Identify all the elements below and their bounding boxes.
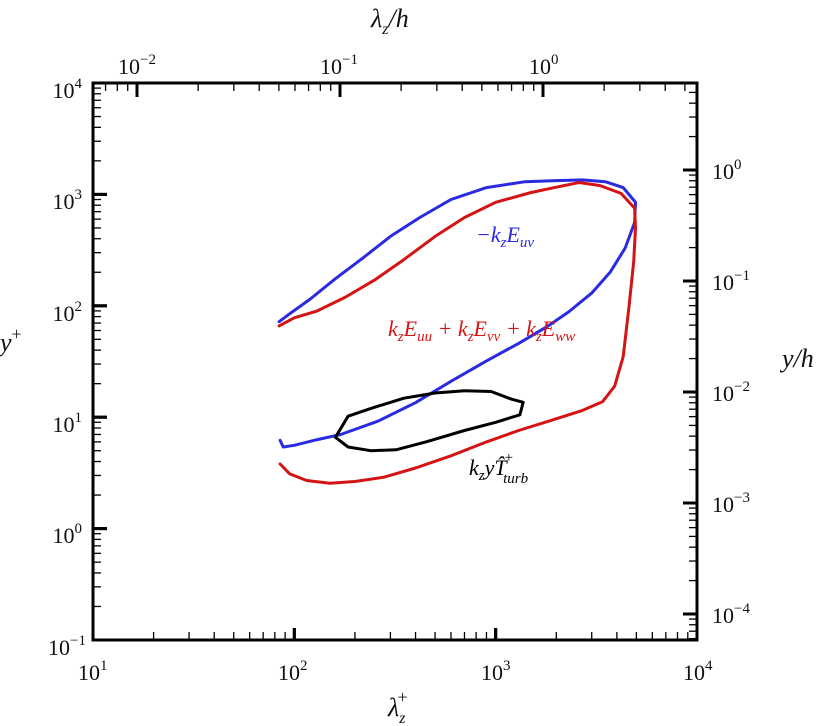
curve-energy-sum: [277, 181, 637, 485]
x-tick-label: 103: [481, 658, 511, 685]
x-tick-label: 101: [78, 658, 108, 685]
y-tick-label: 100: [53, 521, 83, 548]
y2-axis-title: y/h: [779, 344, 814, 373]
y2-tick-label: 10−3: [712, 490, 750, 517]
y-tick-label: 101: [53, 410, 83, 437]
x2-axis-title: λz/h: [370, 4, 409, 38]
x2-tick-label: 100: [529, 52, 559, 79]
y2-tick-label: 10−4: [712, 601, 750, 628]
annotation-uv: −kzEuv: [476, 222, 534, 251]
curves: [277, 178, 637, 485]
annotation-energy-sum: kzEuu + kzEvv + kzEww: [388, 316, 575, 345]
plot-frame: [91, 81, 699, 642]
curve-t-turb: [333, 389, 525, 453]
x2-tick-labels: 10−2 10−1 100: [118, 52, 559, 79]
x-axis-title: λz+: [387, 687, 408, 726]
annotation-t-turb: kzyT̂+ turb: [469, 450, 529, 487]
curve-uv: [277, 178, 637, 449]
y2-tick-labels: 100 10−1 10−2 10−3 10−4: [712, 157, 750, 628]
y2-tick-label: 10−1: [712, 268, 750, 295]
x2-tick-label: 10−2: [118, 52, 156, 79]
y-axis-title: y+: [0, 324, 22, 357]
x2-tick-label: 10−1: [320, 52, 358, 79]
y-tick-label: 10−1: [48, 633, 86, 660]
y2-tick-label: 100: [712, 157, 742, 184]
minor-ticks: [93, 82, 697, 640]
y-tick-label: 104: [53, 76, 83, 103]
x-tick-labels: 101 102 103 104: [78, 658, 713, 685]
y-tick-label: 102: [53, 299, 83, 326]
x-tick-label: 102: [278, 658, 308, 685]
y-tick-label: 103: [53, 187, 83, 214]
y2-tick-label: 10−2: [712, 379, 750, 406]
x-tick-label: 104: [683, 658, 713, 685]
major-ticks: [91, 81, 699, 642]
y-tick-labels: 104 103 102 101 100 10−1: [48, 76, 86, 660]
